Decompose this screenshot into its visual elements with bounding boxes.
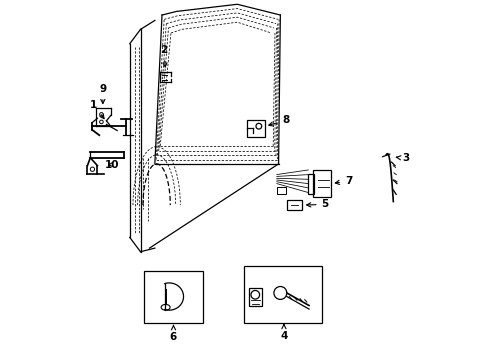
- Text: 8: 8: [268, 116, 289, 126]
- Text: 4: 4: [280, 325, 287, 341]
- Text: 1: 1: [90, 100, 104, 119]
- Bar: [313, 170, 330, 197]
- Bar: [286, 201, 301, 211]
- Text: 10: 10: [104, 159, 119, 170]
- Text: 3: 3: [396, 153, 408, 163]
- Bar: [308, 174, 313, 194]
- Bar: [244, 266, 321, 323]
- Bar: [246, 120, 264, 137]
- Text: 9: 9: [99, 84, 106, 104]
- Text: 2: 2: [160, 45, 167, 67]
- Bar: [248, 288, 261, 306]
- Text: 5: 5: [306, 199, 328, 210]
- Text: 6: 6: [169, 325, 177, 342]
- Bar: [144, 271, 203, 323]
- Text: 7: 7: [335, 176, 351, 186]
- Bar: [276, 187, 285, 194]
